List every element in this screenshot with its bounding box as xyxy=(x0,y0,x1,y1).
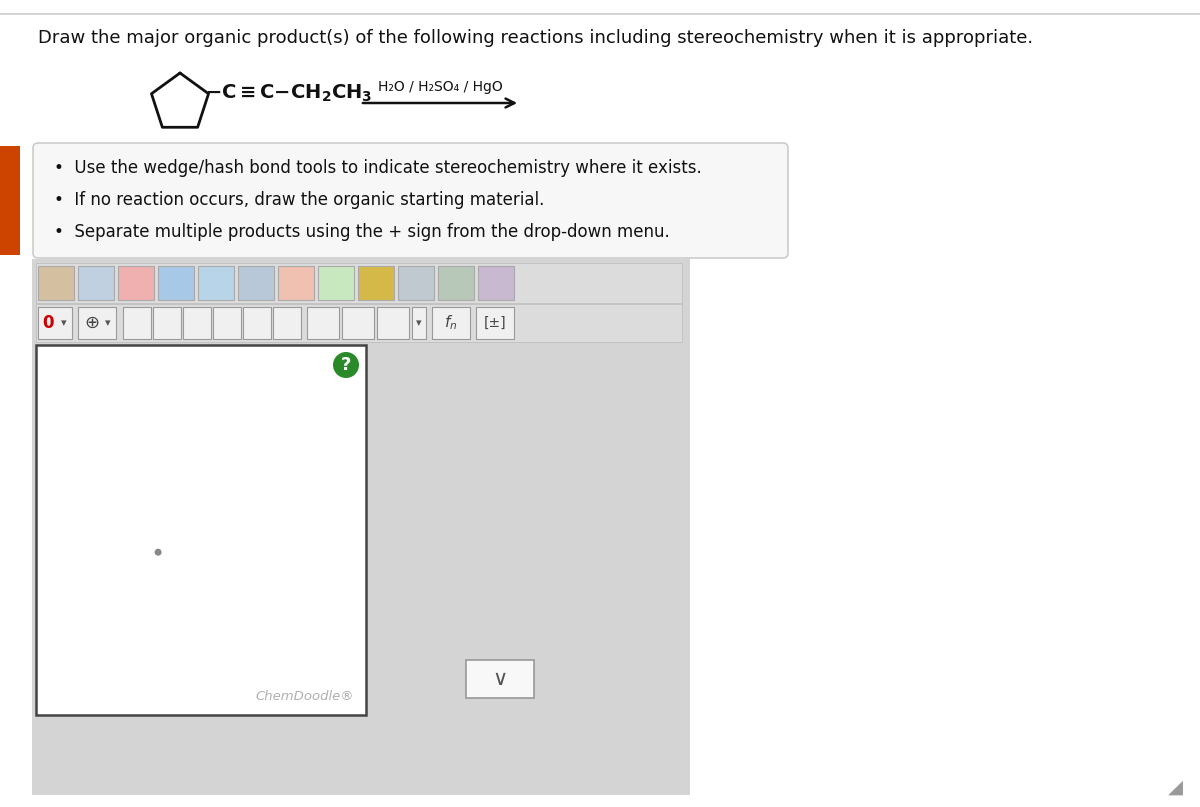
Bar xyxy=(32,259,690,795)
Text: $\mathit{f}_n$: $\mathit{f}_n$ xyxy=(444,314,457,332)
Bar xyxy=(274,307,301,339)
FancyBboxPatch shape xyxy=(34,143,788,258)
Bar xyxy=(466,660,534,698)
Bar xyxy=(412,307,426,339)
Bar xyxy=(318,266,354,300)
Circle shape xyxy=(334,352,359,378)
Text: •  Separate multiple products using the + sign from the drop-down menu.: • Separate multiple products using the +… xyxy=(54,223,670,241)
Text: ▾: ▾ xyxy=(61,318,67,328)
Bar xyxy=(242,307,271,339)
Bar xyxy=(36,304,682,342)
Bar xyxy=(78,266,114,300)
Bar xyxy=(307,307,340,339)
Circle shape xyxy=(155,549,162,556)
Bar xyxy=(358,266,394,300)
Bar xyxy=(238,266,274,300)
Text: 0: 0 xyxy=(42,314,54,332)
Text: ▾: ▾ xyxy=(416,318,422,328)
Bar xyxy=(198,266,234,300)
Bar xyxy=(78,307,116,339)
Text: ◢: ◢ xyxy=(1168,778,1182,797)
Bar xyxy=(38,266,74,300)
Text: [±]: [±] xyxy=(484,316,506,330)
Bar xyxy=(118,266,154,300)
Bar xyxy=(342,307,374,339)
Text: H₂O / H₂SO₄ / HgO: H₂O / H₂SO₄ / HgO xyxy=(378,80,503,94)
Bar xyxy=(476,307,514,339)
Bar xyxy=(124,307,151,339)
Text: ∨: ∨ xyxy=(492,669,508,689)
Bar xyxy=(377,307,409,339)
Bar xyxy=(398,266,434,300)
Text: ChemDoodle®: ChemDoodle® xyxy=(256,690,354,703)
Bar xyxy=(36,263,682,303)
Bar xyxy=(154,307,181,339)
Bar xyxy=(432,307,470,339)
Text: •  If no reaction occurs, draw the organic starting material.: • If no reaction occurs, draw the organi… xyxy=(54,191,545,209)
Text: $\mathbf{-C{\equiv}C{-}CH_2CH_3}$: $\mathbf{-C{\equiv}C{-}CH_2CH_3}$ xyxy=(204,83,372,104)
Text: ?: ? xyxy=(341,356,352,374)
Text: ⊕: ⊕ xyxy=(84,314,100,332)
Bar xyxy=(36,345,366,715)
Bar xyxy=(438,266,474,300)
Text: ▾: ▾ xyxy=(106,318,110,328)
Bar xyxy=(0,146,20,255)
Bar xyxy=(182,307,211,339)
Text: •  Use the wedge/hash bond tools to indicate stereochemistry where it exists.: • Use the wedge/hash bond tools to indic… xyxy=(54,159,702,177)
Bar xyxy=(38,307,72,339)
Bar xyxy=(214,307,241,339)
Text: Draw the major organic product(s) of the following reactions including stereoche: Draw the major organic product(s) of the… xyxy=(38,29,1033,47)
Bar xyxy=(158,266,194,300)
Bar xyxy=(278,266,314,300)
Bar xyxy=(478,266,514,300)
